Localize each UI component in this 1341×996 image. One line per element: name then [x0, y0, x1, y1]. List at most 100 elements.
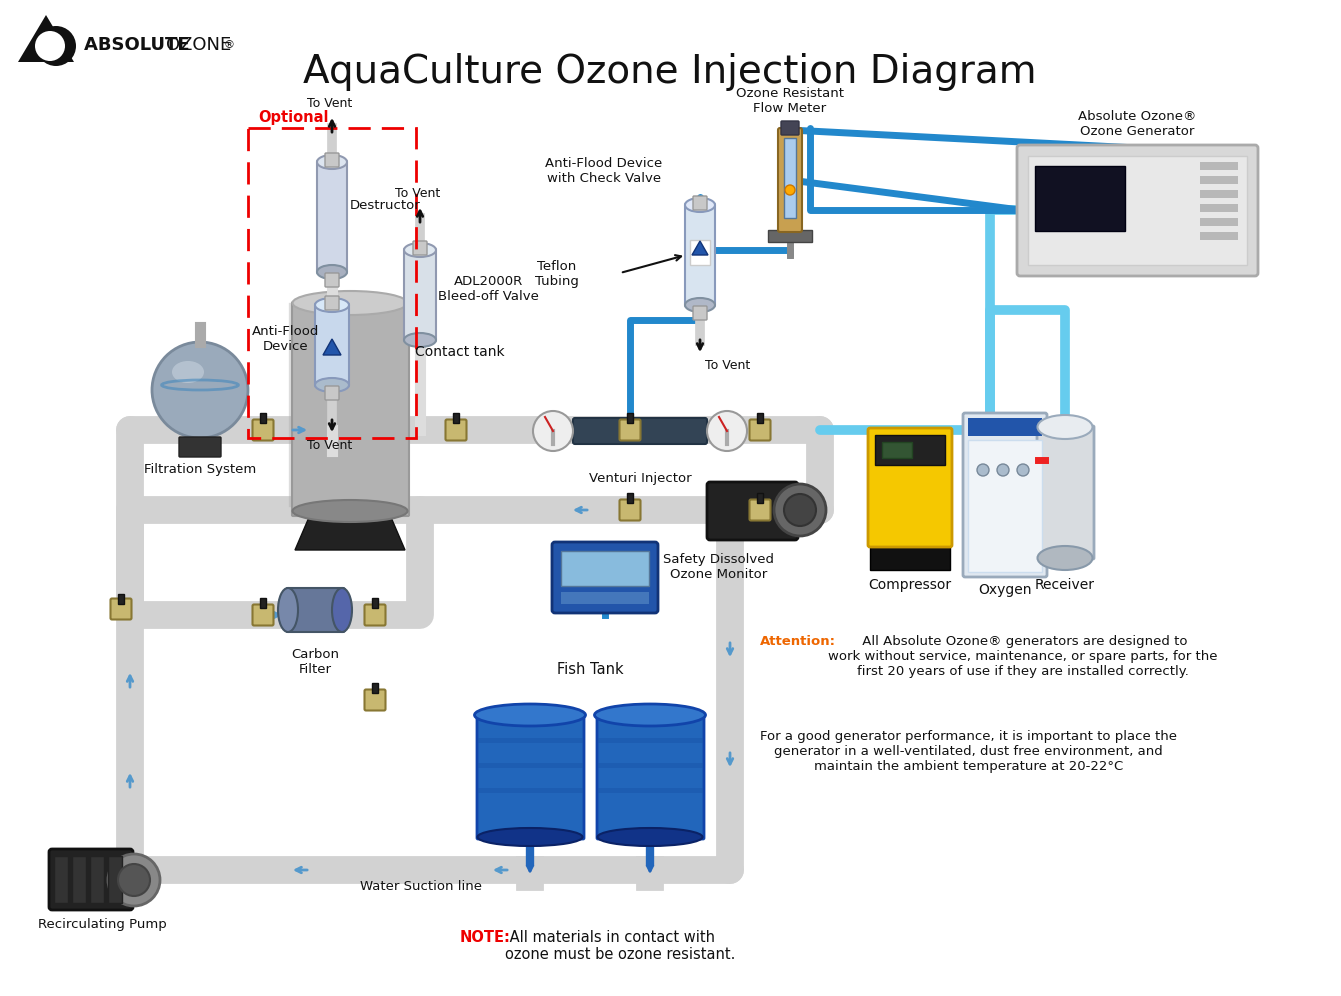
Bar: [1200, 176, 1238, 184]
FancyBboxPatch shape: [315, 303, 349, 387]
Ellipse shape: [292, 291, 408, 315]
Bar: [1200, 232, 1238, 240]
Ellipse shape: [404, 333, 436, 347]
FancyBboxPatch shape: [325, 386, 339, 400]
Text: Anti-Flood Device
with Check Valve: Anti-Flood Device with Check Valve: [544, 157, 662, 185]
Ellipse shape: [333, 588, 351, 632]
FancyBboxPatch shape: [365, 605, 385, 625]
Polygon shape: [17, 15, 74, 62]
Text: Ozone Resistant
Flow Meter: Ozone Resistant Flow Meter: [736, 87, 843, 115]
FancyBboxPatch shape: [780, 121, 799, 135]
FancyBboxPatch shape: [868, 428, 952, 547]
Text: Optional: Optional: [257, 110, 329, 125]
FancyBboxPatch shape: [325, 273, 339, 287]
Text: Absolute Ozone®
Ozone Generator: Absolute Ozone® Ozone Generator: [1078, 110, 1196, 138]
Circle shape: [1016, 464, 1029, 476]
Bar: [874, 435, 945, 465]
Bar: [768, 230, 813, 242]
Bar: [561, 551, 649, 586]
Bar: [598, 763, 703, 768]
FancyBboxPatch shape: [252, 605, 274, 625]
Bar: [1035, 166, 1125, 231]
Bar: [598, 788, 703, 793]
Circle shape: [784, 494, 817, 526]
FancyBboxPatch shape: [325, 296, 339, 310]
Bar: [1200, 190, 1238, 198]
Ellipse shape: [278, 588, 298, 632]
Bar: [784, 138, 797, 218]
FancyBboxPatch shape: [693, 196, 707, 210]
Text: All Absolute Ozone® generators are designed to
work without service, maintenance: All Absolute Ozone® generators are desig…: [827, 635, 1218, 678]
Text: To Vent: To Vent: [307, 97, 353, 110]
FancyBboxPatch shape: [325, 153, 339, 167]
FancyBboxPatch shape: [597, 714, 704, 839]
FancyBboxPatch shape: [750, 419, 771, 440]
Bar: [758, 493, 763, 503]
Circle shape: [774, 484, 826, 536]
Polygon shape: [323, 339, 341, 355]
Text: ADL2000R
Bleed-off Valve: ADL2000R Bleed-off Valve: [439, 275, 539, 303]
FancyBboxPatch shape: [1037, 426, 1094, 559]
FancyBboxPatch shape: [707, 482, 798, 540]
Bar: [477, 788, 583, 793]
Bar: [882, 442, 912, 458]
Text: Teflon
Tubing: Teflon Tubing: [535, 260, 579, 288]
Bar: [260, 413, 266, 423]
FancyBboxPatch shape: [404, 248, 436, 342]
FancyBboxPatch shape: [252, 419, 274, 440]
Bar: [54, 856, 68, 903]
Text: For a good generator performance, it is important to place the
generator in a we: For a good generator performance, it is …: [760, 730, 1177, 773]
Bar: [477, 738, 583, 743]
FancyBboxPatch shape: [292, 302, 409, 516]
Ellipse shape: [292, 500, 408, 522]
Bar: [968, 440, 1042, 572]
FancyBboxPatch shape: [750, 500, 771, 521]
Bar: [260, 598, 266, 608]
Bar: [109, 856, 122, 903]
Ellipse shape: [315, 298, 349, 312]
Ellipse shape: [316, 265, 347, 279]
Circle shape: [152, 342, 248, 438]
Text: NOTE:: NOTE:: [460, 930, 511, 945]
Text: To Vent: To Vent: [705, 359, 750, 372]
Text: Safety Dissolved
Ozone Monitor: Safety Dissolved Ozone Monitor: [662, 553, 774, 581]
Bar: [1200, 162, 1238, 170]
Ellipse shape: [598, 828, 703, 846]
Bar: [1029, 156, 1247, 265]
Circle shape: [784, 185, 795, 195]
Text: Compressor: Compressor: [869, 578, 952, 592]
FancyBboxPatch shape: [477, 714, 583, 839]
Bar: [90, 856, 105, 903]
Circle shape: [996, 464, 1008, 476]
FancyBboxPatch shape: [413, 241, 426, 255]
Bar: [691, 240, 709, 265]
Circle shape: [532, 411, 573, 451]
Text: AquaCulture Ozone Injection Diagram: AquaCulture Ozone Injection Diagram: [303, 53, 1037, 91]
Bar: [371, 683, 378, 693]
FancyBboxPatch shape: [778, 128, 802, 232]
Ellipse shape: [477, 828, 582, 846]
Ellipse shape: [172, 361, 204, 383]
FancyBboxPatch shape: [110, 599, 131, 620]
Text: Water Suction line: Water Suction line: [359, 880, 481, 893]
Text: Recirculating Pump: Recirculating Pump: [38, 918, 166, 931]
Bar: [628, 413, 633, 423]
Circle shape: [35, 31, 64, 61]
Ellipse shape: [594, 704, 705, 726]
Polygon shape: [692, 241, 708, 255]
FancyBboxPatch shape: [963, 413, 1047, 577]
FancyBboxPatch shape: [552, 542, 658, 613]
Text: Carbon
Filter: Carbon Filter: [291, 648, 339, 676]
Ellipse shape: [1038, 546, 1093, 570]
Circle shape: [978, 464, 990, 476]
Circle shape: [707, 411, 747, 451]
FancyBboxPatch shape: [693, 306, 707, 320]
Text: Venturi Injector: Venturi Injector: [589, 472, 692, 485]
Bar: [968, 418, 1042, 436]
Bar: [371, 598, 378, 608]
Text: Contact tank: Contact tank: [414, 345, 504, 359]
Bar: [1200, 204, 1238, 212]
Bar: [1200, 218, 1238, 226]
Bar: [870, 545, 949, 570]
Text: Oxygen: Oxygen: [978, 583, 1031, 597]
